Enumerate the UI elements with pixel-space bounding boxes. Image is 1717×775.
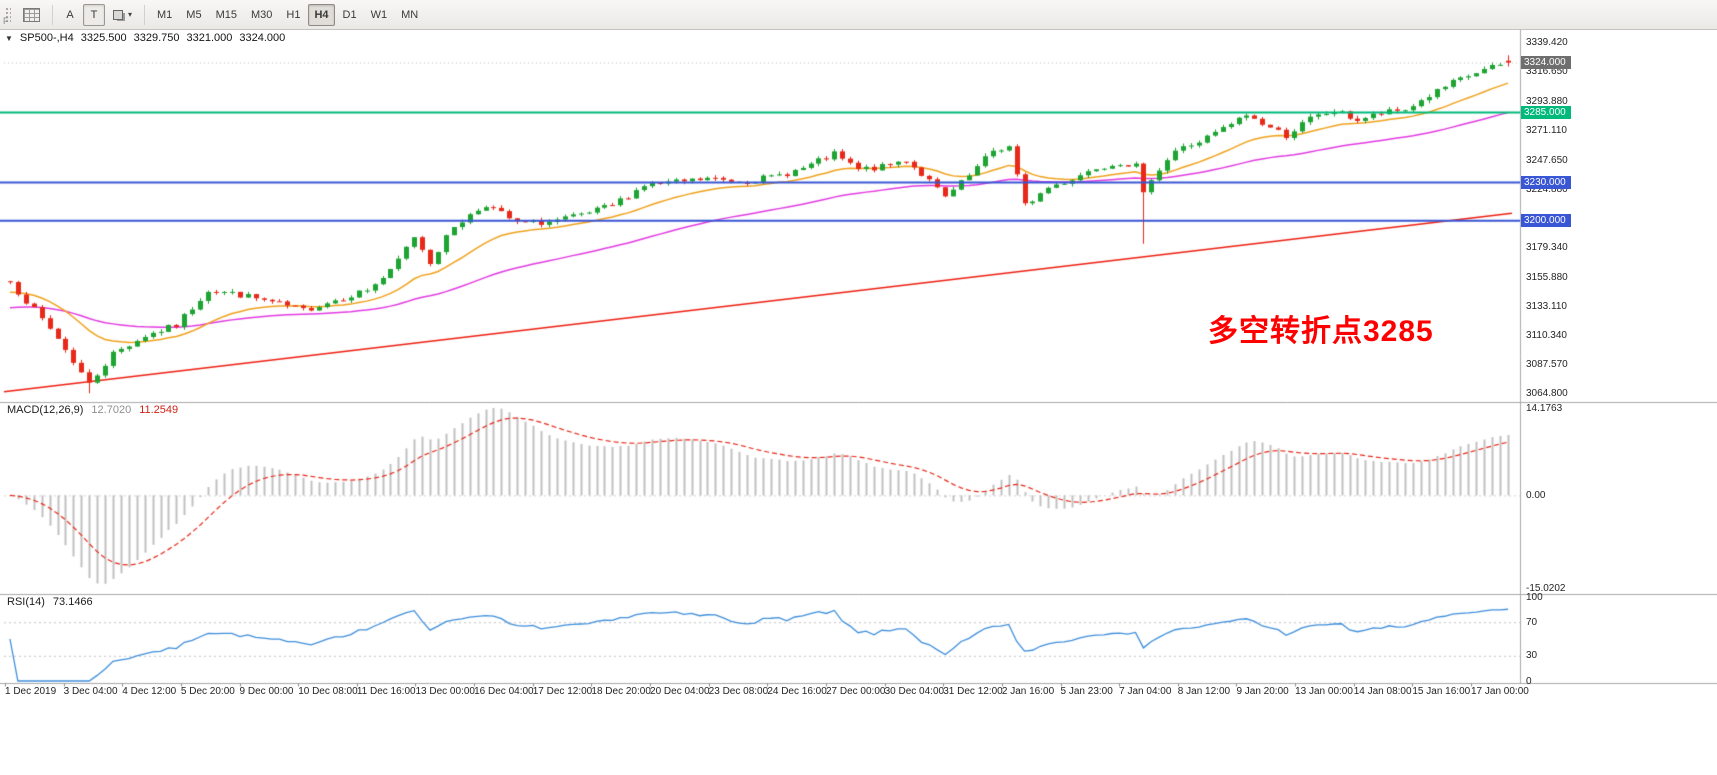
toolbar: A T ▾ M1 M5 M15 M30 H1 H4 D1 W1 MN xyxy=(0,0,1717,30)
timeframe-button-m1[interactable]: M1 xyxy=(157,8,173,21)
quote-open: 3325.500 xyxy=(80,32,127,44)
price-badge-level-3230.000: 3230.000 xyxy=(1521,176,1571,190)
price-tick-label: 3293.880 xyxy=(1526,95,1568,107)
time-axis-label: 2 Jan 16:00 xyxy=(1001,686,1055,697)
price-tick-label: 3133.110 xyxy=(1526,300,1567,312)
timeframe-button-m5[interactable]: M5 xyxy=(186,8,202,21)
time-axis-label: 15 Jan 16:00 xyxy=(1412,686,1471,697)
quote-close: 3324.000 xyxy=(239,32,286,44)
rsi-name: RSI(14) xyxy=(7,596,45,608)
macd-name: MACD(12,26,9) xyxy=(7,404,84,416)
time-axis-label: 17 Dec 12:00 xyxy=(532,686,593,697)
toolbar-separator xyxy=(144,4,146,25)
rsi-axis-label: 30 xyxy=(1526,650,1538,662)
arrow-tool-button[interactable]: A xyxy=(66,8,74,21)
price-tick-label: 3271.110 xyxy=(1526,124,1567,136)
collapse-triangle-icon[interactable]: ▼ xyxy=(5,33,13,43)
price-tick-label: 3155.880 xyxy=(1526,271,1568,283)
time-axis-label: 9 Dec 00:00 xyxy=(239,686,294,697)
toolbar-drag-handle[interactable] xyxy=(4,5,11,24)
time-axis-label: 10 Dec 08:00 xyxy=(298,686,358,697)
toolbar-separator xyxy=(52,4,53,25)
time-axis-label: 30 Dec 04:00 xyxy=(884,686,945,697)
timeframe-button-h1[interactable]: H1 xyxy=(286,8,301,21)
timeframe-button-m30[interactable]: M30 xyxy=(250,8,273,21)
shapes-icon xyxy=(113,9,123,20)
price-tick-label: 3179.340 xyxy=(1526,241,1568,253)
text-tool-button[interactable]: T xyxy=(83,3,105,26)
chart-canvas[interactable] xyxy=(0,30,1717,775)
price-tick-label: 3064.800 xyxy=(1526,387,1568,399)
time-axis-label: 8 Jan 12:00 xyxy=(1177,686,1231,697)
time-axis-label: 14 Jan 08:00 xyxy=(1353,686,1412,697)
chart-header: ▼ SP500-,H4 3325.500 3329.750 3321.000 3… xyxy=(5,32,285,44)
time-axis-label: 5 Jan 23:00 xyxy=(1060,686,1113,697)
chart-grid-button[interactable] xyxy=(17,4,46,26)
price-badge-last-price-3324.000: 3324.000 xyxy=(1521,56,1571,70)
price-tick-label: 3247.650 xyxy=(1526,154,1568,166)
rsi-axis-label: 0 xyxy=(1526,675,1532,687)
price-tick-label: 3224.880 xyxy=(1526,183,1568,195)
toolbar-f-label: F xyxy=(3,16,9,26)
rsi-axis-label: 70 xyxy=(1526,616,1538,628)
macd-signal-value: 11.2549 xyxy=(139,404,179,416)
price-badge-level-3200.000: 3200.000 xyxy=(1521,214,1571,228)
time-axis-label: 4 Dec 12:00 xyxy=(122,686,177,697)
time-axis-label: 16 Dec 04:00 xyxy=(474,686,534,697)
price-tick-label: 3339.420 xyxy=(1526,37,1568,49)
annotation-text: 多空转折点3285 xyxy=(1208,315,1434,348)
time-axis-label: 7 Jan 04:00 xyxy=(1119,686,1172,697)
time-axis-label: 9 Jan 20:00 xyxy=(1236,686,1289,697)
rsi-axis-label: 100 xyxy=(1526,591,1543,603)
time-axis-label: 18 Dec 20:00 xyxy=(591,686,651,697)
timeframe-button-d1[interactable]: D1 xyxy=(342,8,357,21)
price-tick-label: 3087.570 xyxy=(1526,358,1568,370)
time-axis-label: 1 Dec 2019 xyxy=(5,686,57,697)
rsi-value: 73.1466 xyxy=(52,596,93,608)
grid-icon xyxy=(23,7,40,22)
rsi-label: RSI(14) 73.1466 xyxy=(7,596,93,608)
macd-label: MACD(12,26,9) 12.7020 11.2549 xyxy=(7,404,178,416)
symbol-period-label: SP500-,H4 xyxy=(19,32,74,44)
time-axis-label: 5 Dec 20:00 xyxy=(180,686,235,697)
time-axis-label: 31 Dec 12:00 xyxy=(943,686,1003,697)
quote-low: 3321.000 xyxy=(186,32,233,44)
time-axis-label: 23 Dec 08:00 xyxy=(708,686,769,697)
macd-axis-label: 0.00 xyxy=(1526,489,1546,501)
time-axis-label: 3 Dec 04:00 xyxy=(63,686,118,697)
timeframe-button-m15[interactable]: M15 xyxy=(215,8,237,21)
time-axis-label: 17 Jan 00:00 xyxy=(1471,686,1529,697)
price-badge-level-3285.000: 3285.000 xyxy=(1521,105,1571,119)
time-axis-label: 13 Dec 00:00 xyxy=(415,686,475,697)
timeframe-button-w1[interactable]: W1 xyxy=(370,8,388,21)
time-axis-label: 11 Dec 16:00 xyxy=(356,686,416,697)
macd-axis-label: -15.0202 xyxy=(1526,582,1566,594)
timeframe-button-h4[interactable]: H4 xyxy=(308,3,335,26)
shapes-dropdown-button[interactable]: ▾ xyxy=(107,4,138,26)
time-axis-label: 20 Dec 04:00 xyxy=(650,686,710,697)
chevron-down-icon: ▾ xyxy=(128,10,133,19)
price-tick-label: 3316.650 xyxy=(1526,66,1568,78)
macd-axis-label: 14.1763 xyxy=(1526,402,1563,414)
time-axis-label: 13 Jan 00:00 xyxy=(1295,686,1353,697)
timeframe-group: M1 M5 M15 M30 H1 H4 D1 W1 MN xyxy=(150,3,425,26)
time-axis-label: 27 Dec 00:00 xyxy=(825,686,886,697)
price-tick-label: 3110.340 xyxy=(1526,329,1567,341)
timeframe-button-mn[interactable]: MN xyxy=(401,8,419,21)
time-axis-label: 24 Dec 16:00 xyxy=(767,686,827,697)
macd-main-value: 12.7020 xyxy=(91,404,132,416)
chart-area: ▼ SP500-,H4 3325.500 3329.750 3321.000 3… xyxy=(0,30,1717,775)
quote-high: 3329.750 xyxy=(133,32,180,44)
